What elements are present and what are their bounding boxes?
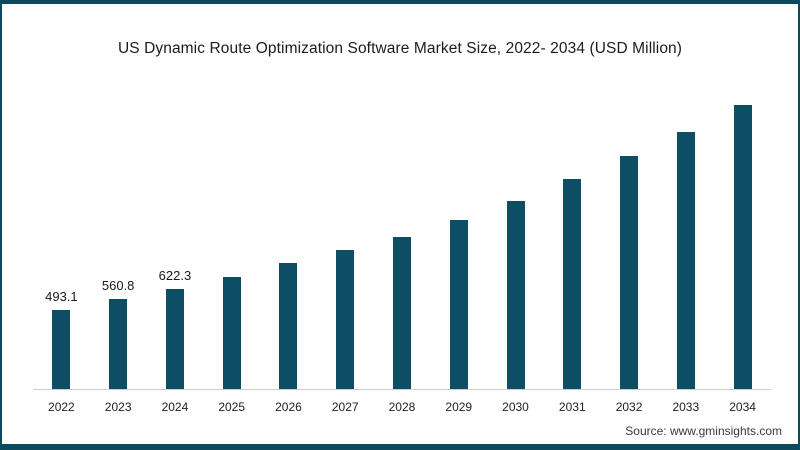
bar-2029	[449, 220, 468, 389]
source-attribution: Source: www.gminsights.com	[625, 424, 782, 438]
x-tick-2029: 2029	[445, 400, 473, 414]
bar-slot-2023: 560.8	[90, 80, 147, 389]
bar-slot-2028	[374, 80, 431, 389]
bar-2022	[52, 309, 71, 389]
bar-slot-2026	[260, 80, 317, 389]
x-tick-2033: 2033	[672, 400, 700, 414]
x-tick-2027: 2027	[331, 400, 359, 414]
x-tick-2030: 2030	[502, 400, 529, 414]
chart-title: US Dynamic Route Optimization Software M…	[117, 40, 683, 57]
x-axis-labels: 2022 2023 2024 2025 2026 2027 2028 2029 2030 2031…	[33, 400, 771, 414]
bar-slot-2029	[430, 80, 487, 389]
plot-area: 493.1 560.8 622.3	[33, 80, 771, 390]
bar-2030	[506, 201, 525, 389]
x-tick-2032: 2032	[615, 400, 643, 414]
bar-2031	[563, 178, 582, 389]
bar-2025	[222, 276, 241, 389]
bar-slot-2030	[487, 80, 544, 389]
x-tick-2028: 2028	[388, 400, 416, 414]
x-tick-2025: 2025	[218, 400, 246, 414]
bar-slot-2025	[203, 80, 260, 389]
bar-2034	[733, 104, 752, 389]
bar-slot-2032	[601, 80, 658, 389]
bar-2023	[109, 298, 128, 389]
bar-2024	[165, 289, 184, 389]
x-tick-2023: 2023	[104, 400, 132, 414]
bar-2028	[392, 236, 411, 389]
bar-slot-2031	[544, 80, 601, 389]
x-tick-2031: 2031	[558, 400, 586, 414]
bar-slot-2022: 493.1	[33, 80, 90, 389]
bar-slot-2027	[317, 80, 374, 389]
data-label-2022: 493.1	[45, 288, 78, 304]
bar-2032	[620, 156, 639, 389]
x-tick-2024: 2024	[161, 400, 189, 414]
bar-2026	[279, 263, 298, 389]
x-tick-2034: 2034	[729, 400, 756, 414]
x-tick-2022: 2022	[48, 400, 75, 414]
data-label-2024: 622.3	[158, 268, 192, 284]
x-tick-2026: 2026	[275, 400, 302, 414]
bar-slot-2033	[657, 80, 714, 389]
bar-2027	[336, 250, 355, 389]
bar-2033	[676, 132, 695, 389]
bar-slot-2024: 622.3	[147, 80, 204, 389]
data-label-2023: 560.8	[101, 277, 135, 293]
bar-slot-2034	[714, 80, 771, 389]
